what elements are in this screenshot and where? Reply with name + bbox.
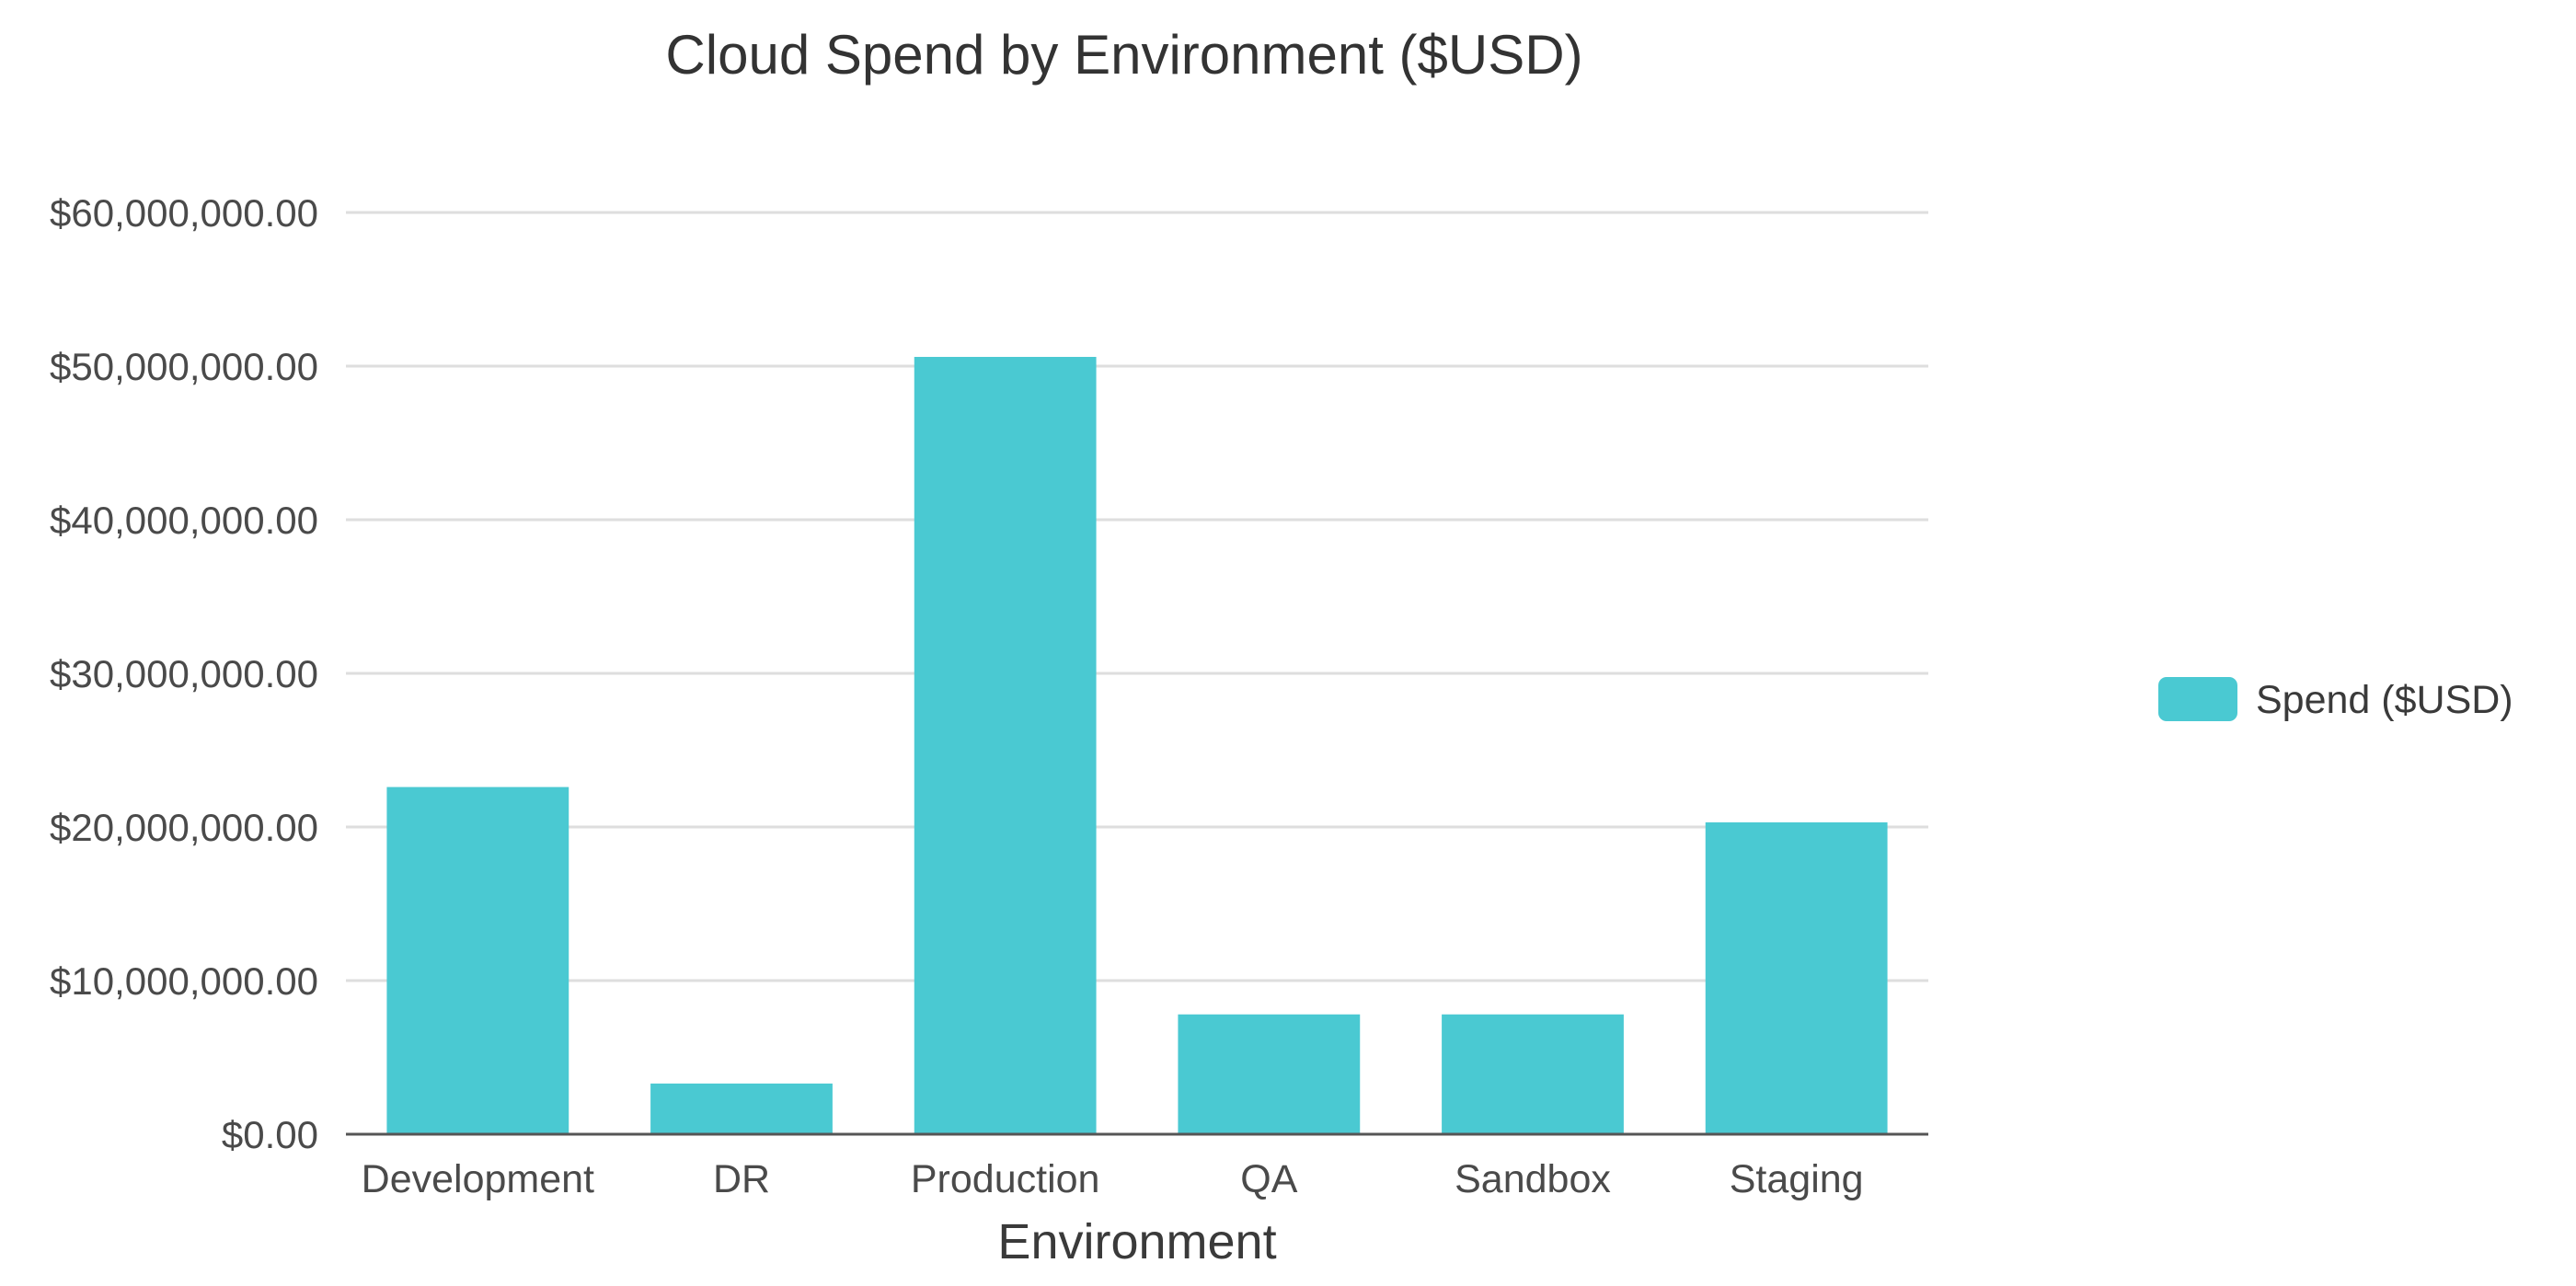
bar-development[interactable] [386,787,569,1134]
x-tick-label: Development [362,1157,594,1201]
legend-label: Spend ($USD) [2256,678,2513,722]
bar-dr[interactable] [650,1083,833,1134]
bar-production[interactable] [914,356,1097,1135]
x-tick-label: QA [1240,1157,1297,1201]
y-tick-label: $50,000,000.00 [50,345,318,388]
y-axis-tick-labels: $0.00 $10,000,000.00 $20,000,000.00 $30,000… [50,191,318,1156]
bars [386,356,1888,1135]
legend-swatch [2158,677,2237,721]
y-tick-label: $60,000,000.00 [50,191,318,235]
chart-title: Cloud Spend by Environment ($USD) [665,24,1582,86]
x-axis-title: Environment [997,1214,1276,1269]
y-tick-label: $0.00 [222,1113,318,1156]
bar-staging[interactable] [1705,821,1888,1134]
x-axis-tick-labels: Development DR Production QA Sandbox Staging [362,1157,1864,1201]
x-tick-label: Staging [1730,1157,1864,1201]
y-tick-label: $10,000,000.00 [50,959,318,1003]
x-tick-label: Production [911,1157,1100,1201]
x-tick-label: Sandbox [1455,1157,1611,1201]
y-tick-label: $20,000,000.00 [50,806,318,849]
y-tick-label: $30,000,000.00 [50,652,318,695]
gridlines [346,211,1928,982]
bar-qa[interactable] [1178,1014,1361,1134]
x-tick-label: DR [713,1157,770,1201]
bar-sandbox[interactable] [1442,1014,1624,1134]
legend[interactable]: Spend ($USD) [2158,677,2513,722]
y-tick-label: $40,000,000.00 [50,499,318,542]
